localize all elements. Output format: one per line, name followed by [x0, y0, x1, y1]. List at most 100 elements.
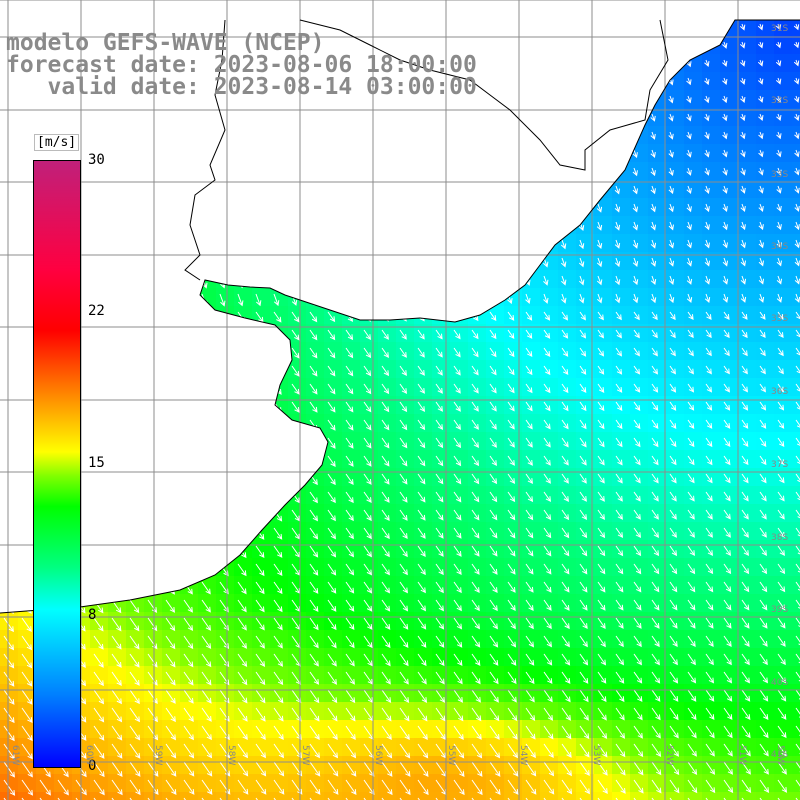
- wind-speed-cell: [774, 0, 793, 19]
- wind-speed-cell: [630, 594, 649, 613]
- wind-speed-cell: [414, 0, 433, 19]
- wind-arrow: [722, 203, 728, 213]
- wind-speed-cell: [234, 162, 253, 181]
- wind-arrow: [345, 563, 355, 576]
- wind-speed-cell: [738, 450, 757, 469]
- lat-label: 36S: [771, 387, 789, 397]
- wind-speed-cell: [720, 468, 739, 487]
- wind-arrow: [273, 617, 283, 631]
- wind-speed-cell: [594, 414, 613, 433]
- wind-speed-cell: [720, 612, 739, 631]
- wind-speed-cell: [738, 234, 757, 253]
- wind-arrow: [614, 41, 620, 50]
- wind-arrow: [129, 149, 136, 164]
- wind-speed-cell: [126, 198, 145, 217]
- wind-speed-cell: [522, 360, 541, 379]
- wind-speed-cell: [558, 738, 577, 757]
- wind-arrow: [345, 527, 354, 540]
- wind-speed-cell: [108, 522, 127, 541]
- wind-speed-cell: [216, 666, 235, 685]
- wind-speed-cell: [378, 486, 397, 505]
- wind-arrow: [471, 401, 479, 412]
- wind-arrow: [453, 203, 459, 215]
- wind-speed-cell: [90, 504, 109, 523]
- wind-speed-cell: [0, 576, 19, 595]
- wind-speed-cell: [630, 162, 649, 181]
- wind-speed-cell: [288, 594, 307, 613]
- wind-speed-cell: [432, 144, 451, 163]
- wind-arrow: [93, 131, 100, 146]
- wind-speed-cell: [252, 288, 271, 307]
- wind-speed-cell: [378, 396, 397, 415]
- wind-arrow: [542, 221, 549, 232]
- wind-arrow: [687, 491, 695, 502]
- wind-speed-cell: [738, 612, 757, 631]
- wind-arrow: [183, 437, 193, 450]
- wind-speed-cell: [324, 486, 343, 505]
- wind-speed-cell: [594, 216, 613, 235]
- wind-speed-cell: [324, 378, 343, 397]
- wind-speed-cell: [558, 648, 577, 667]
- wind-arrow: [669, 671, 679, 684]
- wind-arrow: [561, 761, 572, 777]
- wind-speed-cell: [162, 450, 181, 469]
- wind-arrow: [759, 419, 767, 429]
- wind-speed-cell: [432, 450, 451, 469]
- wind-arrow: [273, 725, 284, 740]
- wind-arrow: [327, 221, 333, 234]
- wind-speed-cell: [324, 666, 343, 685]
- wind-arrow: [633, 563, 642, 575]
- wind-speed-cell: [684, 540, 703, 559]
- wind-arrow: [453, 779, 465, 796]
- wind-arrow: [741, 599, 750, 611]
- wind-arrow: [3, 545, 14, 560]
- wind-speed-cell: [630, 432, 649, 451]
- wind-arrow: [201, 311, 210, 324]
- wind-speed-cell: [468, 738, 487, 757]
- wind-arrow: [273, 311, 282, 323]
- wind-arrow: [183, 635, 194, 650]
- wind-speed-cell: [432, 432, 451, 451]
- wind-arrow: [93, 761, 105, 778]
- wind-arrow: [201, 617, 211, 631]
- wind-speed-cell: [252, 342, 271, 361]
- wind-speed-cell: [306, 270, 325, 289]
- wind-arrow: [237, 743, 249, 759]
- wind-speed-cell: [0, 396, 19, 415]
- wind-arrow: [399, 473, 408, 485]
- wind-arrow: [543, 329, 551, 339]
- wind-arrow: [507, 779, 519, 795]
- wind-speed-cell: [90, 792, 109, 800]
- wind-arrow: [309, 455, 318, 468]
- wind-arrow: [560, 23, 566, 33]
- wind-speed-cell: [792, 558, 800, 577]
- wind-speed-cell: [414, 198, 433, 217]
- wind-speed-cell: [108, 720, 127, 739]
- wind-arrow: [255, 779, 267, 795]
- wind-speed-cell: [162, 648, 181, 667]
- wind-arrow: [740, 113, 746, 122]
- wind-arrow: [471, 617, 480, 630]
- wind-arrow: [345, 725, 356, 740]
- wind-arrow: [669, 527, 677, 538]
- wind-arrow: [273, 239, 280, 252]
- wind-speed-cell: [288, 684, 307, 703]
- wind-arrow: [543, 347, 551, 357]
- wind-speed-cell: [144, 378, 163, 397]
- wind-arrow: [129, 275, 136, 290]
- wind-arrow: [596, 41, 602, 51]
- wind-speed-cell: [90, 756, 109, 775]
- wind-arrow: [489, 185, 495, 196]
- wind-arrow: [687, 329, 694, 339]
- wind-arrow: [3, 167, 11, 183]
- wind-arrow: [794, 221, 800, 231]
- wind-arrow: [453, 293, 459, 305]
- wind-arrow: [147, 761, 159, 777]
- wind-arrow: [129, 311, 139, 324]
- wind-speed-cell: [558, 252, 577, 271]
- wind-arrow: [795, 779, 800, 793]
- wind-speed-cell: [270, 576, 289, 595]
- wind-speed-cell: [648, 594, 667, 613]
- wind-arrow: [345, 257, 351, 270]
- wind-arrow: [561, 455, 569, 466]
